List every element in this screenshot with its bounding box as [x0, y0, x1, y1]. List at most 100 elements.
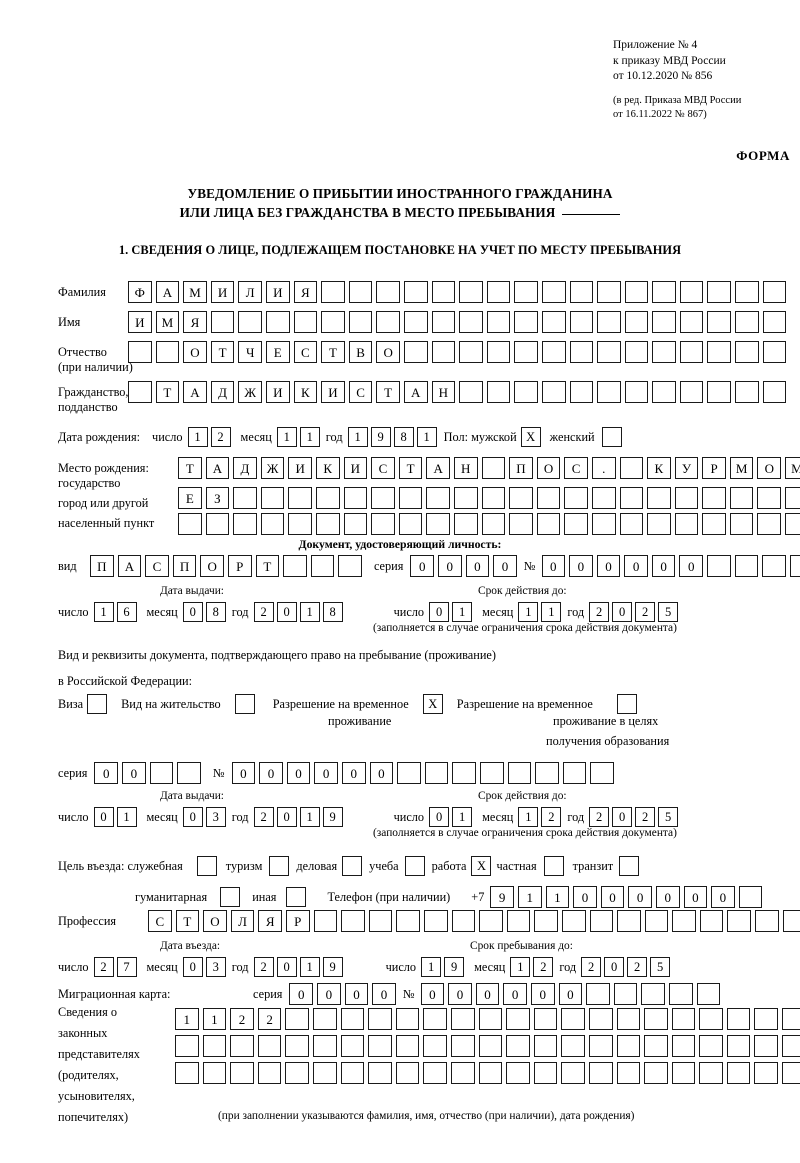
char-cell[interactable]	[533, 1008, 558, 1030]
char-cell[interactable]	[450, 1062, 475, 1084]
char-cell[interactable]	[624, 381, 649, 403]
char-cell[interactable]	[569, 311, 594, 333]
char-cell[interactable]: М	[729, 457, 754, 479]
char-cell[interactable]	[178, 513, 202, 535]
char-cell[interactable]	[431, 341, 456, 363]
char-cell[interactable]	[506, 1035, 530, 1057]
char-cell[interactable]	[426, 487, 450, 509]
char-cell[interactable]	[597, 341, 621, 363]
char-cell[interactable]	[321, 281, 345, 303]
char-cell[interactable]	[288, 513, 312, 535]
char-cell[interactable]: 1	[518, 602, 539, 622]
char-cell[interactable]: 1	[299, 602, 320, 622]
char-cell[interactable]	[293, 311, 318, 333]
char-cell[interactable]	[368, 910, 393, 932]
char-cell[interactable]: 1	[421, 957, 442, 977]
char-cell[interactable]: 0	[182, 807, 203, 827]
char-cell[interactable]: С	[564, 457, 588, 479]
char-cell[interactable]	[707, 381, 732, 403]
char-cell[interactable]: 0	[448, 983, 472, 1005]
char-cell[interactable]	[699, 910, 724, 932]
char-cell[interactable]: 0	[122, 762, 146, 784]
char-cell[interactable]: 0	[286, 762, 311, 784]
char-cell[interactable]	[652, 381, 676, 403]
char-cell[interactable]	[534, 910, 558, 932]
char-cell[interactable]: 2	[541, 807, 562, 827]
char-cell[interactable]	[260, 513, 285, 535]
char-cell[interactable]	[128, 341, 152, 363]
char-cell[interactable]: Т	[398, 457, 423, 479]
char-cell[interactable]: 5	[650, 957, 671, 977]
char-cell[interactable]: 0	[410, 555, 434, 577]
char-cell[interactable]: Т	[155, 381, 180, 403]
char-cell[interactable]	[644, 1008, 668, 1030]
char-cell[interactable]: 0	[612, 602, 633, 622]
char-cell[interactable]: М	[183, 281, 207, 303]
char-cell[interactable]: 5	[658, 807, 679, 827]
char-cell[interactable]: Т	[178, 457, 202, 479]
char-cell[interactable]: 2	[253, 957, 274, 977]
char-cell[interactable]	[641, 983, 665, 1005]
char-cell[interactable]: О	[200, 555, 224, 577]
char-cell[interactable]: И	[265, 381, 290, 403]
char-cell[interactable]	[644, 1062, 668, 1084]
char-cell[interactable]	[536, 487, 561, 509]
char-cell[interactable]: 1	[518, 807, 539, 827]
char-cell[interactable]: 0	[628, 886, 652, 908]
char-cell[interactable]: Т	[210, 341, 235, 363]
char-cell[interactable]	[177, 762, 201, 784]
char-cell[interactable]	[541, 281, 566, 303]
char-cell[interactable]	[175, 1035, 199, 1057]
char-cell[interactable]	[285, 1008, 309, 1030]
char-cell[interactable]: С	[348, 381, 373, 403]
purpose-transit-checkbox[interactable]	[619, 856, 640, 876]
char-cell[interactable]: 1	[510, 957, 531, 977]
char-cell[interactable]: Т	[175, 910, 200, 932]
char-cell[interactable]	[734, 555, 759, 577]
char-cell[interactable]: 2	[635, 602, 656, 622]
char-cell[interactable]	[315, 487, 340, 509]
char-cell[interactable]	[507, 762, 532, 784]
char-cell[interactable]	[257, 1062, 282, 1084]
char-cell[interactable]: Л	[238, 281, 262, 303]
char-cell[interactable]: С	[293, 341, 318, 363]
char-cell[interactable]	[210, 311, 235, 333]
char-cell[interactable]: А	[403, 381, 428, 403]
char-cell[interactable]: 1	[517, 886, 542, 908]
char-cell[interactable]: 2	[253, 602, 274, 622]
char-cell[interactable]: 1	[187, 427, 208, 447]
char-cell[interactable]	[260, 487, 285, 509]
char-cell[interactable]: И	[343, 457, 368, 479]
char-cell[interactable]	[536, 513, 561, 535]
char-cell[interactable]: 0	[369, 762, 394, 784]
char-cell[interactable]: Ф	[128, 281, 152, 303]
char-cell[interactable]	[285, 1035, 309, 1057]
char-cell[interactable]: М	[155, 311, 180, 333]
char-cell[interactable]	[340, 1035, 365, 1057]
char-cell[interactable]	[506, 1008, 530, 1030]
char-cell[interactable]	[459, 341, 483, 363]
char-cell[interactable]	[616, 1062, 641, 1084]
char-cell[interactable]: 1	[299, 957, 320, 977]
char-cell[interactable]	[257, 1035, 282, 1057]
char-cell[interactable]	[569, 381, 594, 403]
char-cell[interactable]: С	[145, 555, 169, 577]
char-cell[interactable]	[459, 381, 483, 403]
char-cell[interactable]	[541, 381, 566, 403]
sex-female-checkbox[interactable]	[601, 427, 622, 447]
char-cell[interactable]: Н	[431, 381, 456, 403]
char-cell[interactable]: 2	[589, 807, 610, 827]
char-cell[interactable]	[702, 513, 726, 535]
char-cell[interactable]	[624, 341, 649, 363]
char-cell[interactable]	[423, 1035, 447, 1057]
char-cell[interactable]	[396, 910, 420, 932]
char-cell[interactable]	[340, 1062, 365, 1084]
